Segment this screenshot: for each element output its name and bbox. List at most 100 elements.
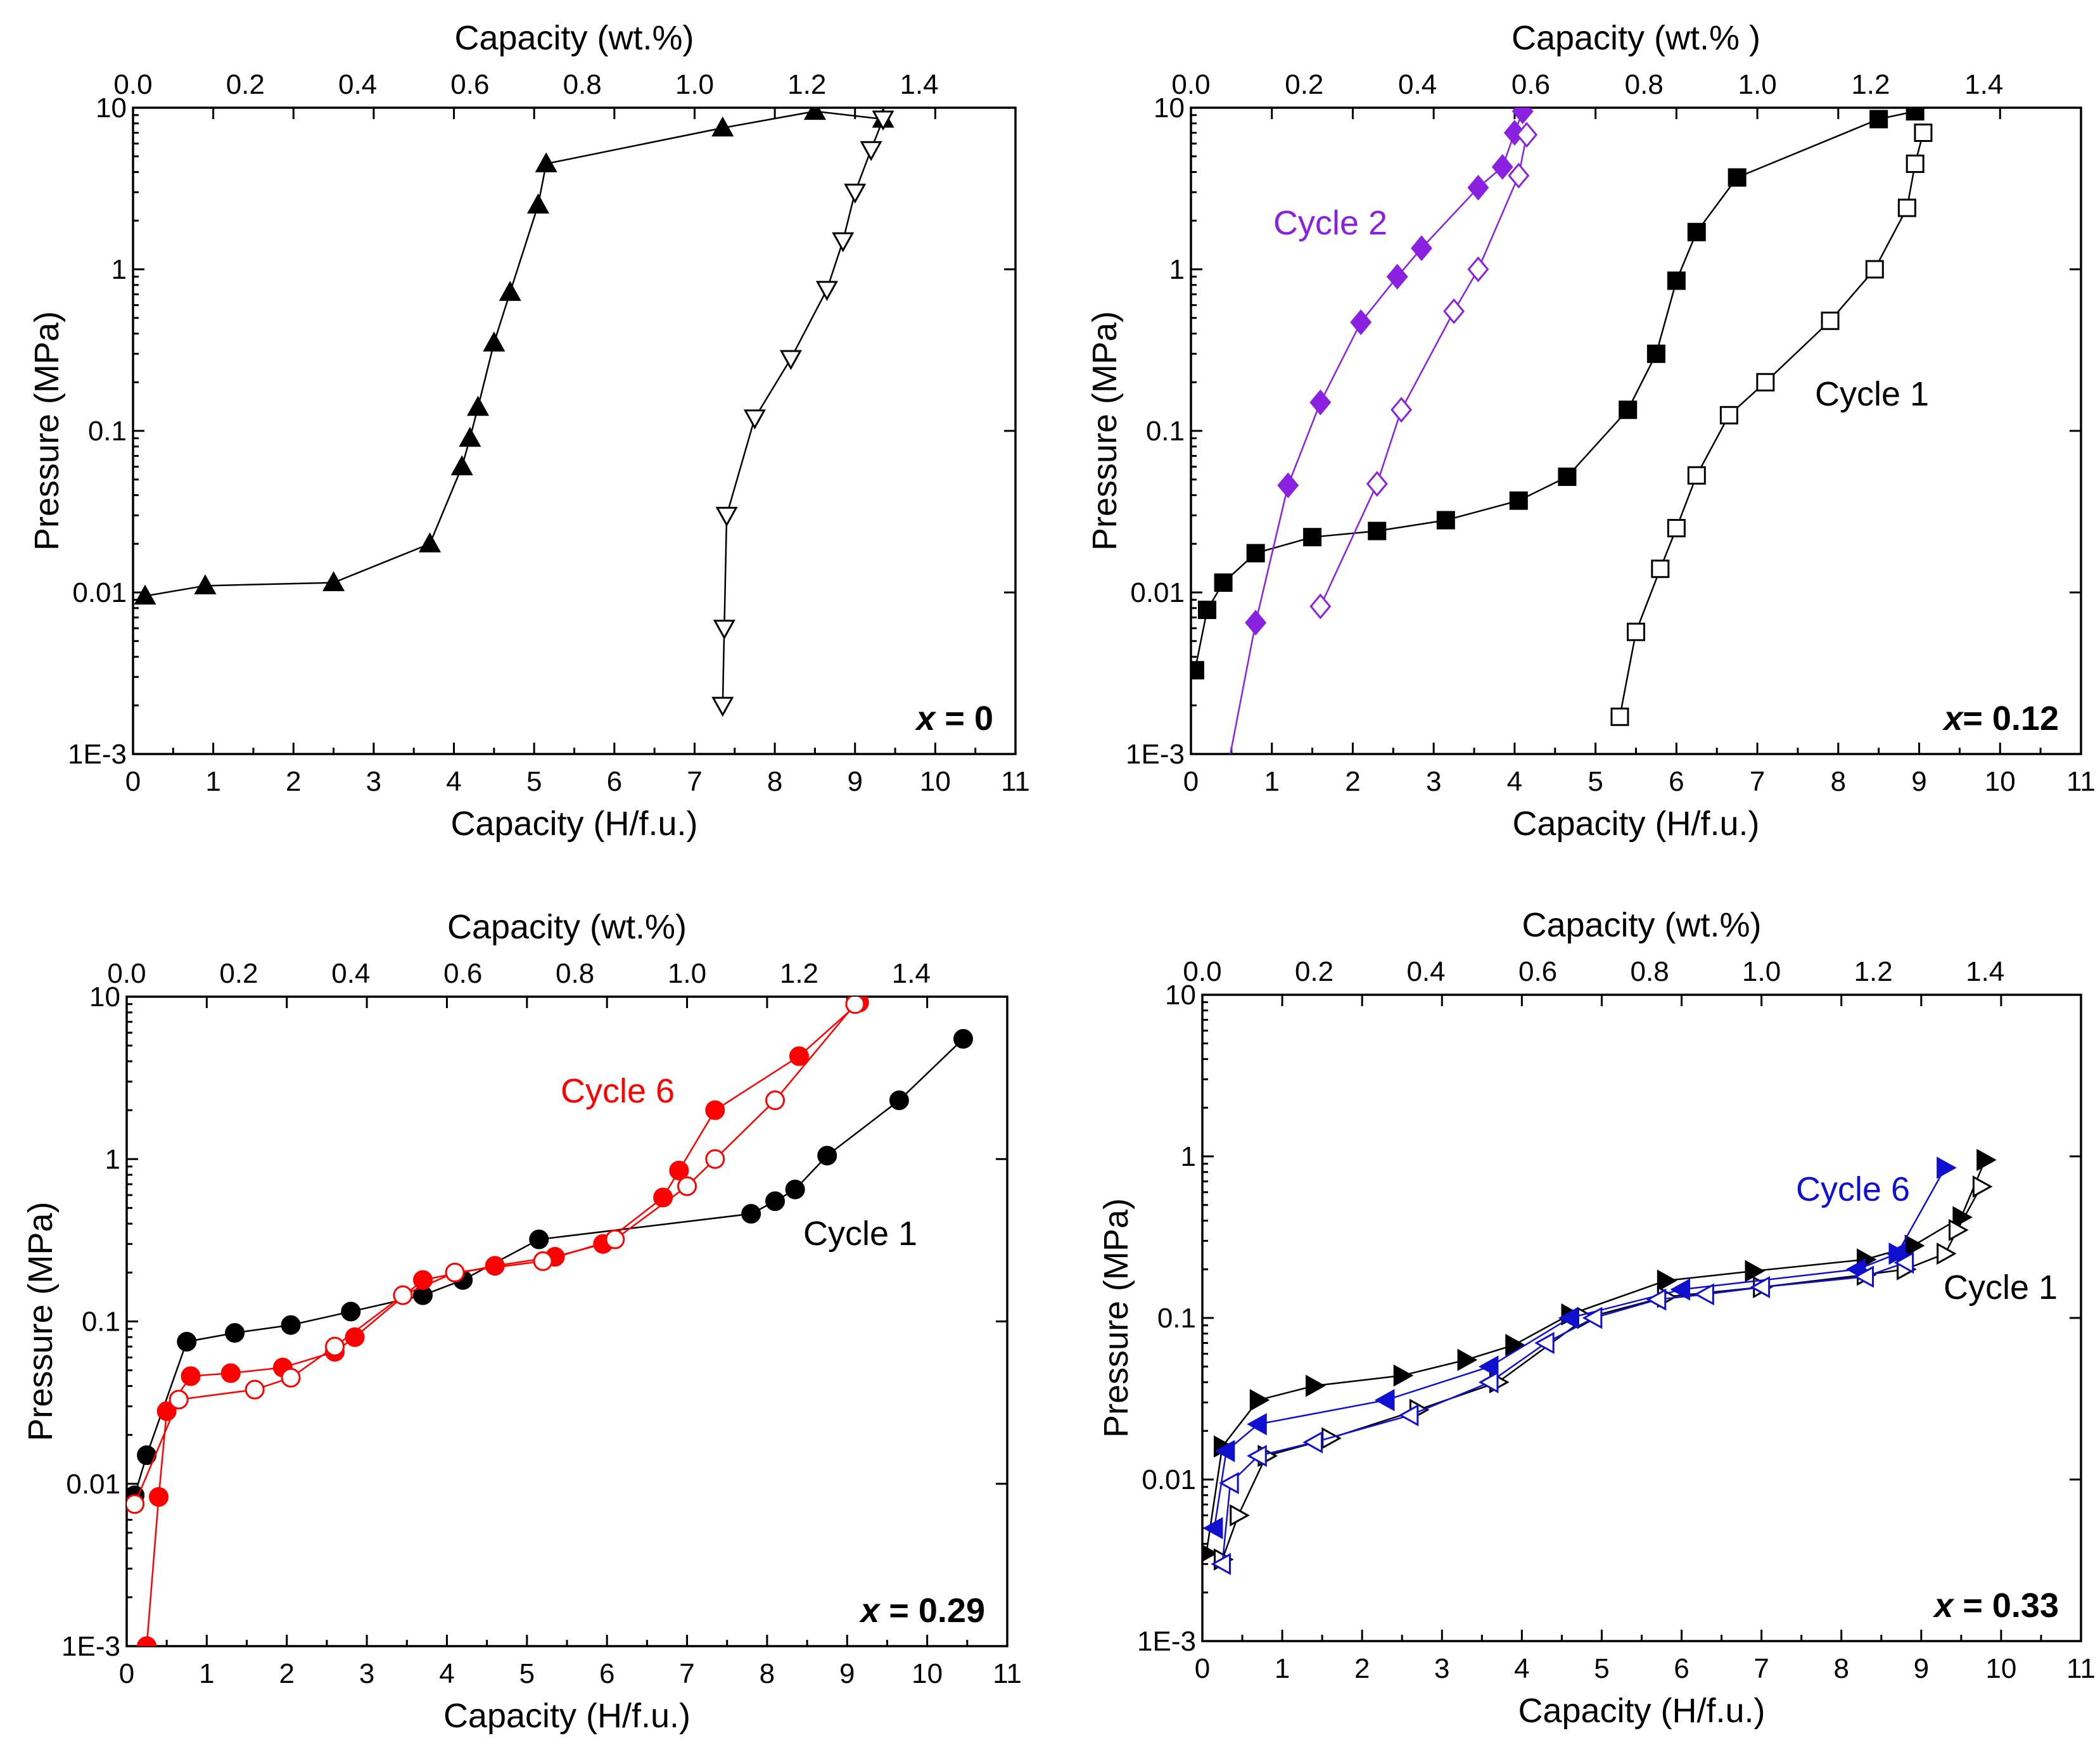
y-tick-label: 10 xyxy=(96,93,127,124)
data-point xyxy=(669,1160,689,1180)
data-point xyxy=(483,331,506,352)
data-point xyxy=(1558,1307,1579,1329)
data-point xyxy=(1478,1355,1499,1378)
y-tick-label: 1 xyxy=(1181,1141,1196,1172)
chart-panel-2: 0 1 2 3 4 5 6 7 8 9 10 11 0.0 0.2 0.4 0.6 0.8 1.0 1.2 1.4 1E… xyxy=(1086,19,2096,843)
top-x-tick-label: 0.2 xyxy=(226,69,265,100)
series-annotation: Cycle 1 xyxy=(803,1215,917,1253)
data-point xyxy=(1619,400,1638,419)
data-point xyxy=(1368,521,1387,540)
data-point xyxy=(194,574,217,594)
data-point xyxy=(1374,1389,1395,1412)
data-point xyxy=(1303,528,1322,547)
top-x-tick-label: 0.8 xyxy=(1631,956,1669,987)
data-point xyxy=(499,281,521,301)
data-point xyxy=(1508,162,1530,189)
data-point xyxy=(605,1229,625,1250)
series-line xyxy=(134,1003,856,1505)
y-tick-label: 1E-3 xyxy=(68,739,127,770)
x-tick-label: 10 xyxy=(1985,1653,2016,1684)
data-point xyxy=(1350,309,1372,335)
data-point xyxy=(1719,406,1738,425)
data-point xyxy=(1745,1260,1766,1282)
data-point xyxy=(1302,1431,1323,1454)
x-tick-label: 8 xyxy=(760,1658,775,1689)
data-point xyxy=(889,1090,909,1111)
data-point xyxy=(137,1636,157,1646)
data-point xyxy=(1411,235,1432,262)
top-x-tick-label: 1.0 xyxy=(675,69,714,100)
series-line xyxy=(1221,1186,1982,1560)
x-tick-label: 5 xyxy=(1594,1653,1609,1684)
panel-label: x= 0.12 xyxy=(1942,700,2059,738)
top-x-tick-label: 0.0 xyxy=(113,69,152,100)
series-annotation: Cycle 1 xyxy=(1944,1269,2058,1307)
top-x-tick-label: 0.6 xyxy=(1511,69,1550,100)
y-tick-label: 0.01 xyxy=(1142,1464,1196,1495)
panel-label-value: = 0.29 xyxy=(879,1592,985,1630)
series-line xyxy=(1213,1253,1898,1528)
data-point xyxy=(1914,124,1933,142)
series-cycle-2-absorption xyxy=(1229,108,1534,754)
data-point xyxy=(1277,472,1299,499)
panel-label: x = 0 xyxy=(914,700,993,738)
data-point xyxy=(1230,1504,1250,1527)
x-tick-label: 6 xyxy=(1674,1653,1689,1684)
data-point xyxy=(705,1100,725,1120)
data-point xyxy=(1366,471,1388,497)
data-point xyxy=(526,193,550,214)
series-cycle-1-desorption xyxy=(1610,124,1933,726)
data-point xyxy=(713,620,735,640)
data-point xyxy=(181,1366,201,1386)
data-point xyxy=(715,506,738,527)
x-tick-label: 3 xyxy=(1434,1653,1449,1684)
top-x-tick-label: 0.4 xyxy=(1398,69,1437,100)
top-x-tick-label: 1.4 xyxy=(900,69,938,100)
data-point xyxy=(785,1179,805,1199)
data-point xyxy=(1247,1413,1267,1436)
top-x-tick-label: 1.2 xyxy=(787,69,826,100)
data-point xyxy=(1219,1472,1239,1495)
series-cycle-6-desorption xyxy=(1202,1242,1906,1540)
data-point xyxy=(459,426,481,447)
data-point xyxy=(844,183,867,204)
data-point xyxy=(529,1229,549,1250)
y-tick-label: 1 xyxy=(105,1144,120,1175)
series-annotation: Cycle 1 xyxy=(1815,375,1929,413)
x-tick-label: 5 xyxy=(519,1658,535,1689)
top-x-tick-label: 0.6 xyxy=(1518,956,1557,987)
top-x-tick-label: 0.4 xyxy=(338,69,377,100)
top-x-tick-label: 0.2 xyxy=(1295,956,1333,987)
x-tick-label: 4 xyxy=(439,1658,454,1689)
data-point xyxy=(1386,264,1408,290)
series-line xyxy=(1194,110,1916,671)
panel-label: x = 0.33 xyxy=(1932,1587,2059,1625)
top-x-tick-label: 1.0 xyxy=(668,958,706,989)
data-point xyxy=(225,1323,245,1343)
y-tick-label: 10 xyxy=(1154,93,1185,124)
top-axis-title: Capacity (wt.%) xyxy=(1522,906,1761,944)
top-x-tick-label: 0.0 xyxy=(1183,956,1221,987)
series-cycle-6-absorption xyxy=(137,997,869,1646)
data-point xyxy=(1885,1242,1906,1265)
top-x-tick-label: 1.0 xyxy=(1742,956,1781,987)
data-point xyxy=(1306,1374,1326,1397)
data-point xyxy=(325,1336,345,1357)
data-point xyxy=(1509,491,1528,510)
x-tick-label: 3 xyxy=(1426,766,1441,797)
y-axis-title: Pressure (MPa) xyxy=(1097,1198,1135,1438)
data-point xyxy=(677,1176,697,1196)
data-point xyxy=(1558,467,1577,486)
x-tick-label: 11 xyxy=(1001,766,1030,797)
data-point xyxy=(1390,397,1413,423)
y-axis-title: Pressure (MPa) xyxy=(22,1201,60,1441)
data-point xyxy=(1245,610,1267,636)
series-cycle-1-absorption xyxy=(1191,108,1925,680)
top-x-tick-label: 0.4 xyxy=(331,958,370,989)
data-point xyxy=(832,232,855,253)
data-point xyxy=(1687,222,1706,241)
x-tick-label: 10 xyxy=(920,766,951,797)
data-point xyxy=(341,1301,361,1322)
series-annotation: Cycle 2 xyxy=(1273,204,1387,242)
data-point xyxy=(445,1262,465,1282)
